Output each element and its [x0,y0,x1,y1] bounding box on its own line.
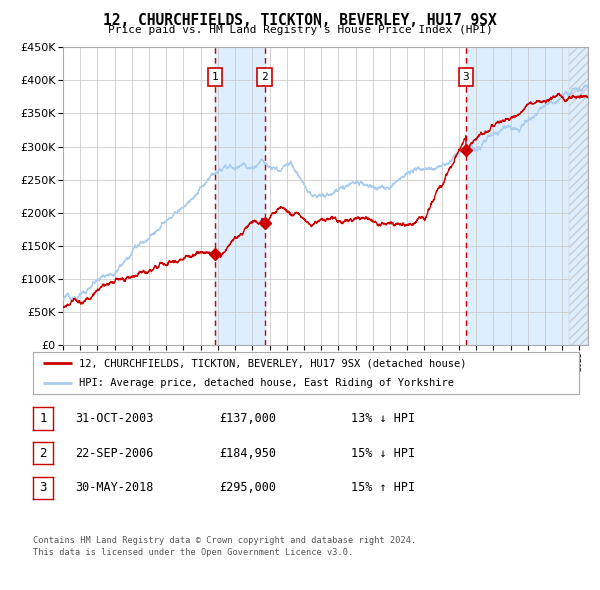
Polygon shape [569,47,588,345]
Text: 12, CHURCHFIELDS, TICKTON, BEVERLEY, HU17 9SX (detached house): 12, CHURCHFIELDS, TICKTON, BEVERLEY, HU1… [79,358,467,368]
Text: £184,950: £184,950 [219,447,276,460]
Bar [215,47,265,345]
Text: 30-MAY-2018: 30-MAY-2018 [76,481,154,494]
Text: 12, CHURCHFIELDS, TICKTON, BEVERLEY, HU17 9SX: 12, CHURCHFIELDS, TICKTON, BEVERLEY, HU1… [103,13,497,28]
Text: Price paid vs. HM Land Registry's House Price Index (HPI): Price paid vs. HM Land Registry's House … [107,25,493,35]
Text: 22-SEP-2006: 22-SEP-2006 [76,447,154,460]
Text: 3: 3 [39,481,47,494]
Text: 2: 2 [262,72,268,82]
Text: 13% ↓ HPI: 13% ↓ HPI [351,412,415,425]
Text: £295,000: £295,000 [219,481,276,494]
Text: 31-OCT-2003: 31-OCT-2003 [76,412,154,425]
Text: This data is licensed under the Open Government Licence v3.0.: This data is licensed under the Open Gov… [33,548,353,556]
Text: 2: 2 [39,447,47,460]
Text: 3: 3 [463,72,469,82]
Text: 1: 1 [212,72,218,82]
Text: £137,000: £137,000 [219,412,276,425]
Text: 15% ↓ HPI: 15% ↓ HPI [351,447,415,460]
Text: 15% ↑ HPI: 15% ↑ HPI [351,481,415,494]
Text: Contains HM Land Registry data © Crown copyright and database right 2024.: Contains HM Land Registry data © Crown c… [33,536,416,545]
Text: HPI: Average price, detached house, East Riding of Yorkshire: HPI: Average price, detached house, East… [79,378,454,388]
Text: 1: 1 [39,412,47,425]
Bar [466,47,588,345]
